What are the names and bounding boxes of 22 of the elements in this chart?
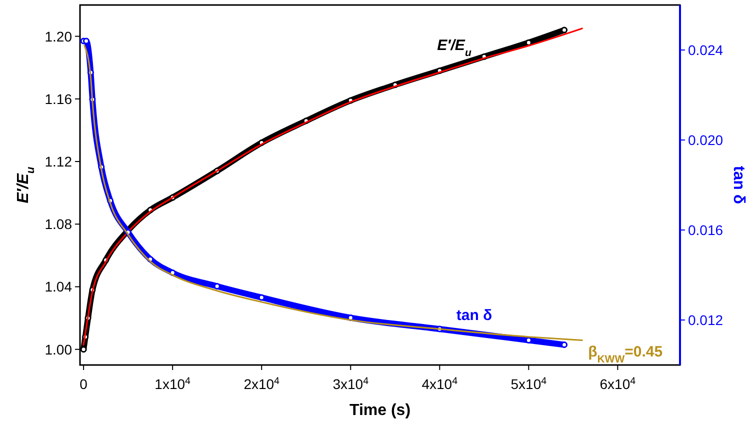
x-tick-label: 6x10$^{4}$ [600, 376, 636, 392]
x-tick-label: 4x10$^{4}$ [422, 376, 458, 392]
y-tick-label: 1.20 [44, 28, 72, 44]
x-tick-label: 0 [80, 376, 88, 392]
y2-tick-label: 0.012 [688, 312, 724, 328]
y-tick-label: 1.16 [44, 90, 72, 107]
y-tick-label: 1.08 [44, 216, 72, 232]
series-label: E′/E$_{u}$ [437, 37, 472, 60]
y2-tick-label: 0.020 [688, 132, 724, 148]
x-tick-label: 5x10$^{4}$ [510, 376, 548, 392]
y2-tick-label: 0.016 [688, 222, 724, 238]
x-axis-title: Time (s) [349, 402, 411, 419]
y-tick-label: 1.00 [44, 341, 72, 358]
y2-tick-label: 0.024 [688, 42, 724, 58]
series-label: tan δ [456, 306, 492, 324]
series-label: β$_{KWW}$=0.45 [588, 343, 663, 366]
y-tick-label: 1.12 [44, 154, 72, 170]
x-tick-label: 1x10$^{4}$ [154, 376, 192, 392]
x-tick-label: 3x10$^{4}$ [332, 376, 370, 392]
y2-axis-title: tan δ [730, 166, 747, 204]
x-tick-label: 2x10$^{4}$ [244, 376, 280, 392]
y-tick-label: 1.04 [44, 278, 72, 295]
